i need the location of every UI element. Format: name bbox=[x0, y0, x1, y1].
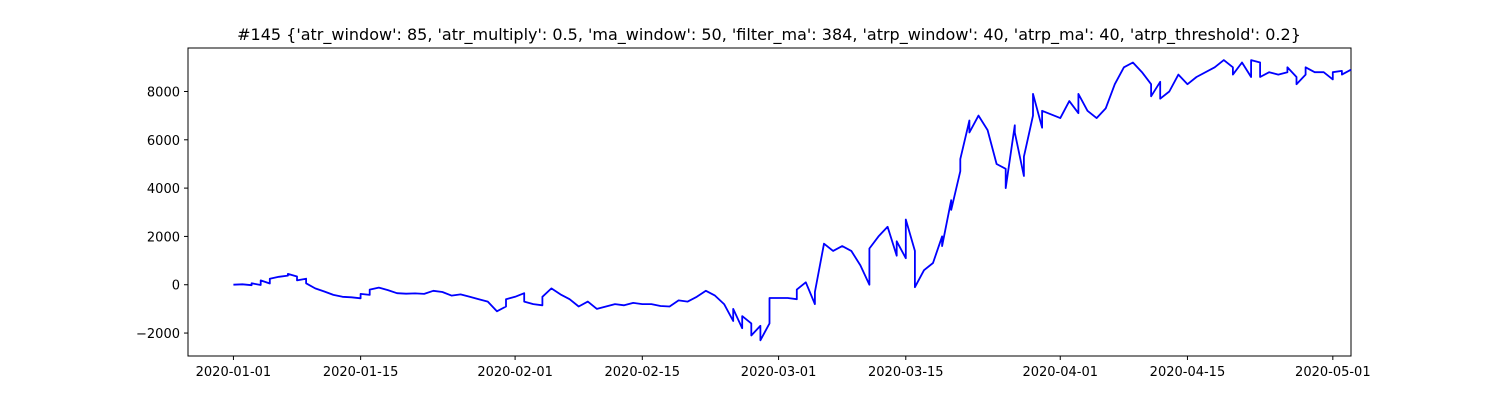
x-tick-label: 2020-02-15 bbox=[605, 365, 681, 380]
x-tick-label: 2020-03-15 bbox=[868, 365, 944, 380]
plot-area bbox=[187, 47, 1352, 357]
y-tick-label: 0 bbox=[172, 279, 180, 294]
x-axis: 2020-01-01 2020-01-15 2020-02-01 2020-02-15… bbox=[196, 356, 1371, 380]
y-tick-label: 6000 bbox=[147, 134, 180, 149]
plot-frame bbox=[187, 47, 1352, 357]
y-tick-label: −2000 bbox=[136, 327, 180, 342]
y-axis: −2000 0 2000 4000 6000 8000 bbox=[136, 85, 188, 342]
series-line bbox=[233, 59, 1352, 342]
x-tick-label: 2020-05-01 bbox=[1295, 365, 1371, 380]
x-tick-label: 2020-04-15 bbox=[1150, 365, 1226, 380]
y-tick-label: 8000 bbox=[147, 85, 180, 100]
chart-title: #145 {'atr_window': 85, 'atr_multiply': … bbox=[237, 25, 1301, 45]
x-tick-label: 2020-04-01 bbox=[1022, 365, 1098, 380]
x-tick-label: 2020-03-01 bbox=[741, 365, 817, 380]
y-tick-label: 4000 bbox=[147, 182, 180, 197]
x-tick-label: 2020-01-01 bbox=[196, 365, 272, 380]
x-tick-label: 2020-02-01 bbox=[477, 365, 553, 380]
x-tick-label: 2020-01-15 bbox=[323, 365, 399, 380]
y-tick-label: 2000 bbox=[147, 230, 180, 245]
